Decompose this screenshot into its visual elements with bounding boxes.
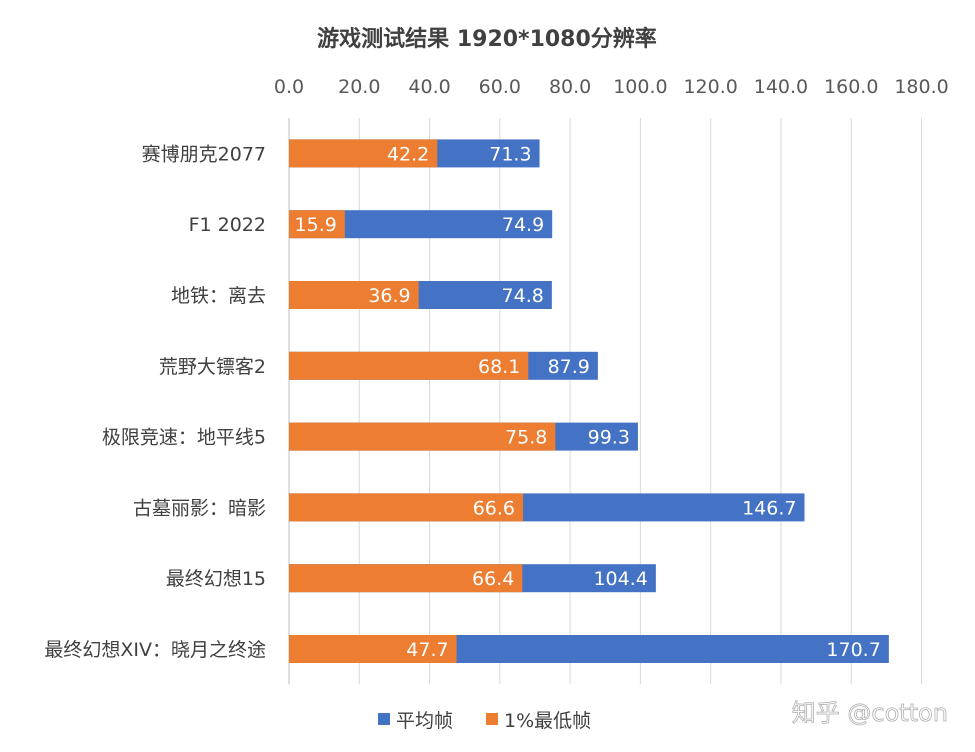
data-label-low: 15.9 bbox=[295, 214, 337, 236]
data-label-avg: 71.3 bbox=[489, 143, 531, 165]
category-label: 极限竞速：地平线5 bbox=[102, 427, 266, 449]
x-tick-label: 0.0 bbox=[274, 76, 304, 98]
x-tick-label: 80.0 bbox=[549, 76, 591, 98]
grid bbox=[288, 118, 923, 685]
x-tick-label: 140.0 bbox=[754, 76, 808, 98]
bar-low bbox=[289, 564, 523, 593]
data-label-low: 36.9 bbox=[368, 285, 410, 307]
bar-low bbox=[289, 422, 556, 451]
bar-low bbox=[289, 281, 419, 309]
category-label: 赛博朋克2077 bbox=[142, 143, 266, 165]
data-label-low: 68.1 bbox=[478, 356, 520, 378]
data-label-avg: 74.8 bbox=[502, 285, 544, 307]
data-label-avg: 99.3 bbox=[588, 427, 630, 449]
x-tick-label: 60.0 bbox=[479, 76, 521, 98]
x-tick-label: 100.0 bbox=[613, 76, 667, 98]
x-tick-labels: 0.0 20.0 40.0 60.0 80.0 100.0 120.0 140.0 160.0 1… bbox=[274, 76, 949, 98]
legend-swatch-low bbox=[486, 713, 498, 725]
data-label-low: 66.6 bbox=[473, 497, 515, 519]
bar-low bbox=[289, 635, 457, 663]
bar-low bbox=[289, 210, 345, 239]
category-label: 荒野大镖客2 bbox=[159, 356, 266, 378]
data-label-low: 75.8 bbox=[505, 427, 547, 449]
data-label-avg: 146.7 bbox=[742, 497, 796, 519]
data-label-avg: 87.9 bbox=[548, 356, 590, 378]
category-label: 最终幻想15 bbox=[166, 568, 266, 590]
category-label: F1 2022 bbox=[189, 214, 266, 236]
category-label: 最终幻想XIV：晓月之终途 bbox=[44, 639, 266, 661]
chart-title: 游戏测试结果 1920*1080分辨率 bbox=[317, 26, 657, 52]
category-label: 地铁：离去 bbox=[171, 285, 266, 307]
bar-low bbox=[289, 139, 438, 168]
legend: 平均帧 1%最低帧 bbox=[378, 710, 591, 732]
bar-low bbox=[289, 351, 529, 380]
data-label-avg: 74.9 bbox=[502, 214, 544, 236]
legend-label-low: 1%最低帧 bbox=[504, 710, 591, 732]
legend-swatch-avg bbox=[378, 713, 390, 725]
data-label-low: 66.4 bbox=[472, 568, 514, 590]
data-label-avg: 104.4 bbox=[593, 568, 647, 590]
data-label-low: 47.7 bbox=[406, 639, 448, 661]
bar-low bbox=[289, 493, 524, 522]
bars: 71.3 42.2 74.9 15.9 74.8 36.9 87.9 68.1 99.3 75.8… bbox=[289, 139, 889, 663]
x-tick-label: 40.0 bbox=[408, 76, 450, 98]
legend-label-avg: 平均帧 bbox=[396, 710, 453, 732]
x-tick-label: 160.0 bbox=[824, 76, 878, 98]
data-label-low: 42.2 bbox=[387, 143, 429, 165]
x-tick-label: 120.0 bbox=[683, 76, 737, 98]
x-tick-label: 20.0 bbox=[338, 76, 380, 98]
data-label-avg: 170.7 bbox=[826, 639, 880, 661]
watermark: 知乎 @cotton bbox=[792, 699, 948, 727]
category-label: 古墓丽影：暗影 bbox=[133, 497, 266, 519]
x-tick-label: 180.0 bbox=[894, 76, 948, 98]
